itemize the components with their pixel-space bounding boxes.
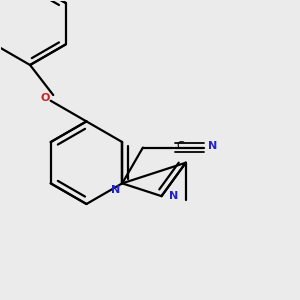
Text: C: C <box>176 141 184 151</box>
Text: N: N <box>169 191 179 201</box>
Text: N: N <box>208 141 217 151</box>
Text: O: O <box>40 93 50 103</box>
Text: N: N <box>111 185 121 195</box>
